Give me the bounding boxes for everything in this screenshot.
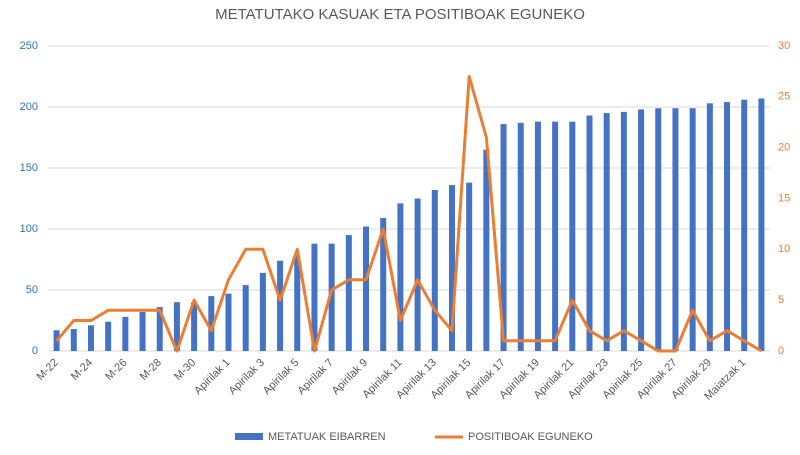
bar — [294, 255, 301, 351]
y2-tick-label: 20 — [778, 142, 790, 154]
y2-tick-label: 25 — [778, 91, 790, 103]
bar — [620, 111, 627, 351]
y2-tick-label: 30 — [778, 40, 790, 52]
chart-title: METATUTAKO KASUAK ETA POSITIBOAK EGUNEKO — [215, 6, 585, 23]
y-tick-label: 150 — [20, 162, 38, 174]
bar — [173, 302, 180, 351]
bar — [122, 316, 129, 351]
y-tick-label: 50 — [26, 284, 38, 296]
bar — [311, 243, 318, 351]
y-tick-label: 200 — [20, 101, 38, 113]
bar — [758, 98, 765, 352]
bar — [328, 243, 335, 351]
bar — [483, 149, 490, 351]
bar — [208, 296, 215, 351]
bar — [277, 260, 284, 351]
legend-swatch — [235, 433, 263, 440]
y-tick-label: 250 — [20, 40, 38, 52]
y2-tick-label: 15 — [778, 192, 790, 204]
legend-label: METATUAK EIBARREN — [268, 431, 386, 443]
bar — [706, 103, 713, 351]
bar — [225, 293, 232, 351]
bar — [552, 121, 559, 351]
bar — [380, 218, 387, 351]
bar — [534, 121, 541, 351]
bar — [139, 311, 146, 351]
bar — [345, 235, 352, 351]
bar — [517, 122, 524, 351]
bar — [191, 302, 198, 351]
bar — [724, 102, 731, 352]
line — [55, 75, 763, 353]
bar — [414, 198, 421, 351]
bar — [689, 108, 696, 351]
y2-tick-label: 10 — [778, 243, 790, 255]
bar — [70, 329, 77, 351]
bar — [363, 226, 370, 351]
y2-tick-label: 0 — [778, 345, 784, 357]
bar — [569, 121, 576, 351]
bar — [448, 185, 455, 351]
bar — [397, 203, 404, 351]
bar — [672, 108, 679, 351]
bar — [586, 115, 593, 351]
bar — [638, 109, 645, 351]
bar — [242, 285, 249, 351]
y2-tick-label: 5 — [778, 294, 784, 306]
bar — [466, 182, 473, 351]
bar — [603, 113, 610, 351]
bar — [500, 124, 507, 351]
bar — [741, 99, 748, 352]
bar — [87, 325, 94, 351]
bar — [431, 189, 438, 351]
bar — [156, 307, 163, 351]
bar — [259, 272, 266, 351]
bar — [105, 321, 112, 351]
y-tick-label: 0 — [32, 345, 38, 357]
y-tick-label: 100 — [20, 223, 38, 235]
legend-label: POSITIBOAK EGUNEKO — [468, 431, 593, 443]
bar — [655, 108, 662, 351]
